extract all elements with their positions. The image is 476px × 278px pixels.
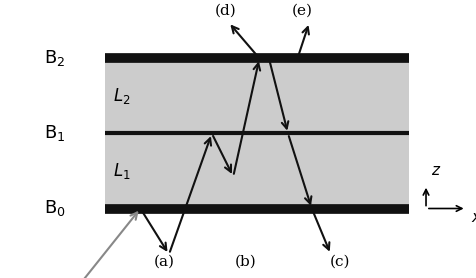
- Text: (e): (e): [292, 4, 313, 18]
- Text: (b): (b): [234, 254, 256, 268]
- Text: $L_2$: $L_2$: [113, 86, 130, 106]
- Bar: [105, 58, 409, 133]
- Text: $\mathrm{B}_0$: $\mathrm{B}_0$: [44, 198, 66, 219]
- Text: $\mathrm{B}_2$: $\mathrm{B}_2$: [44, 48, 65, 68]
- Bar: [105, 133, 409, 208]
- Text: $L_1$: $L_1$: [112, 161, 130, 181]
- Text: (d): (d): [215, 4, 237, 18]
- Text: $\mathrm{B}_1$: $\mathrm{B}_1$: [44, 123, 65, 143]
- Text: (c): (c): [330, 254, 351, 268]
- Text: $z$: $z$: [431, 164, 441, 178]
- Text: $x$: $x$: [471, 211, 476, 225]
- Text: (a): (a): [154, 254, 175, 268]
